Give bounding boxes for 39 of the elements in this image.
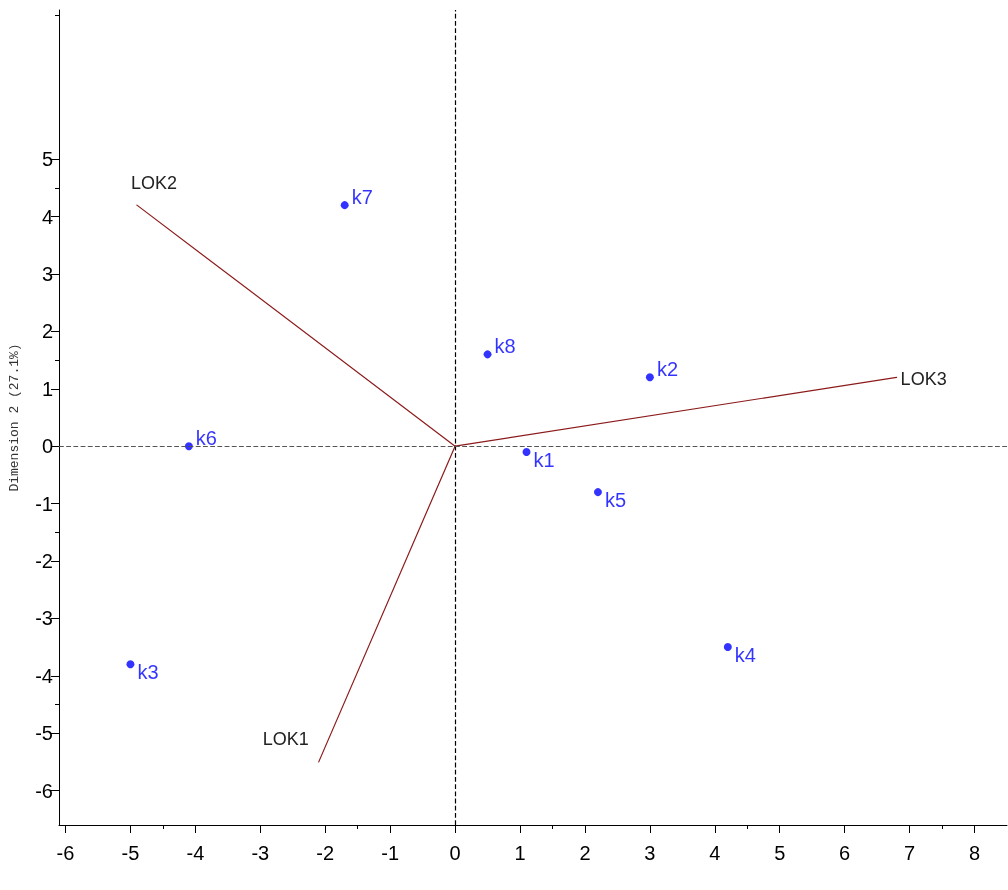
data-label: k4	[734, 644, 756, 667]
data-label: k7	[351, 186, 373, 209]
y-tick-label: 5	[41, 148, 53, 171]
x-tick-label: -1	[381, 842, 400, 864]
y-tick-label: -1	[35, 492, 53, 515]
x-tick-label: 1	[514, 842, 526, 864]
y-tick-label: -3	[35, 607, 53, 630]
y-tick-label: -2	[35, 549, 53, 572]
series-label: LOK2	[130, 173, 177, 194]
y-tick-label: 2	[41, 320, 53, 343]
data-label: k8	[494, 335, 516, 358]
y-tick-label: 1	[41, 377, 53, 400]
x-tick-label: -6	[56, 842, 75, 864]
x-tick-label: -3	[251, 842, 270, 864]
x-tick-label: 5	[774, 842, 786, 864]
y-tick-label: -6	[35, 779, 53, 802]
y-axis-title: Dimension 2 (27.1%)	[7, 343, 22, 492]
series-label: LOK3	[900, 369, 947, 390]
y-tick-label: 0	[41, 435, 53, 458]
x-tick-label: -5	[121, 842, 140, 864]
data-label: k3	[137, 661, 159, 684]
x-tick-label: 6	[839, 842, 851, 864]
x-tick-label: 8	[968, 842, 981, 864]
y-tick-label: -4	[35, 664, 53, 687]
data-label: k1	[533, 448, 555, 471]
data-label: k2	[656, 358, 678, 381]
series-label: LOK1	[262, 728, 309, 749]
x-tick-label: -4	[186, 842, 205, 864]
data-label: k5	[604, 489, 627, 512]
y-tick-label: 3	[41, 263, 53, 286]
data-label: k6	[195, 427, 217, 450]
x-tick-label: -2	[316, 842, 335, 864]
y-tick-label: 4	[41, 205, 53, 228]
y-tick-label: -5	[35, 722, 53, 745]
x-tick-label: 0	[449, 842, 461, 864]
x-tick-label: 2	[579, 842, 591, 864]
x-tick-label: 3	[644, 842, 656, 864]
x-tick-label: 4	[709, 842, 721, 864]
x-tick-label: 7	[904, 842, 916, 864]
